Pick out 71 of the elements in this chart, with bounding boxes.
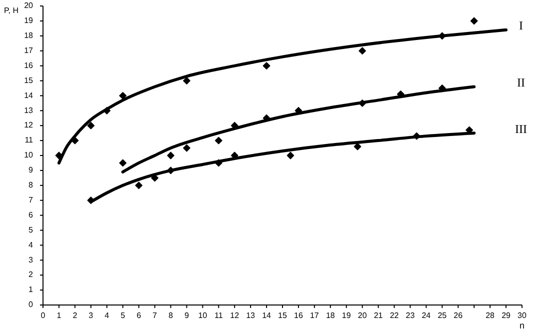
x-tick-label: 14 [262, 311, 272, 320]
x-tick-label: 22 [390, 311, 400, 320]
y-tick-label: 14 [24, 90, 34, 100]
x-tick-label: 20 [358, 311, 368, 320]
x-tick-label: 24 [422, 311, 432, 320]
y-tick-label: 2 [28, 270, 34, 280]
text: III [515, 122, 527, 136]
point [135, 182, 142, 190]
x-tick-label: 0 [40, 311, 46, 320]
y-tick-label: 3 [28, 255, 34, 264]
point [262, 62, 270, 70]
y-tick-label: 10 [24, 150, 34, 160]
y-tick-label: 15 [24, 76, 34, 85]
x-tick-label: 2 [72, 311, 78, 320]
point [214, 136, 222, 144]
y-tick-label: 20 [24, 1, 34, 10]
x-tick-label: 21 [374, 311, 384, 320]
x-tick-label: 17 [310, 311, 320, 320]
point [119, 92, 127, 100]
y-tick-label: 19 [24, 16, 34, 26]
x-tick-label: 26 [454, 311, 464, 320]
x-tick-label: 23 [406, 311, 416, 320]
y-tick-label: 1 [28, 285, 34, 294]
point [183, 144, 190, 152]
y-tick-label: 4 [28, 240, 34, 250]
x-tick-label: 18 [326, 311, 336, 320]
point [87, 122, 95, 130]
text: II [517, 75, 525, 90]
y-tick-label: 17 [24, 46, 34, 55]
y-axis-title: P, H [4, 6, 19, 15]
y-tick-label: 5 [28, 225, 34, 234]
x-tick-label: 19 [342, 311, 352, 320]
point [286, 152, 294, 160]
point [119, 159, 127, 167]
y-tick-label: 0 [28, 300, 34, 310]
x-axis-title: n [519, 320, 525, 330]
y-tick-label: 7 [28, 195, 34, 204]
x-tick-label: 4 [104, 311, 110, 320]
line-series [121, 85, 476, 174]
point [470, 17, 478, 25]
x-tick-label: 29 [502, 311, 512, 320]
y-tick-label: 12 [24, 120, 34, 130]
y-tick-label: 13 [24, 106, 34, 115]
y-tick-label: 9 [28, 166, 34, 175]
point [167, 152, 174, 160]
x-tick-label: 13 [246, 311, 256, 320]
x-tick-label: 28 [486, 311, 496, 320]
series-label: I [519, 18, 523, 33]
y-tick-label: 18 [24, 31, 34, 40]
point [358, 47, 366, 55]
line-series [57, 28, 508, 164]
x-tick-label: 15 [278, 311, 288, 320]
y-tick-label: 16 [24, 60, 34, 70]
x-tick-label: 11 [214, 311, 224, 320]
x-tick-label: 8 [168, 311, 174, 320]
y-tick-label: 8 [28, 180, 34, 190]
x-tick-label: 6 [136, 311, 142, 320]
x-tick-label: 9 [184, 311, 190, 320]
x-tick-label: 3 [88, 311, 94, 320]
point [354, 142, 362, 150]
x-tick-label: 25 [438, 311, 448, 320]
x-tick-label: 30 [518, 311, 527, 320]
y-tick-label: 11 [24, 136, 34, 145]
y-tick-label: 6 [28, 210, 34, 220]
x-tick-label: 5 [120, 311, 126, 320]
x-tick-label: 1 [56, 311, 62, 320]
point [183, 77, 190, 84]
x-tick-label: 12 [230, 311, 240, 320]
x-tick-label: 10 [198, 311, 208, 320]
x-tick-label: 7 [152, 311, 158, 320]
x-tick-label: 16 [294, 311, 304, 320]
